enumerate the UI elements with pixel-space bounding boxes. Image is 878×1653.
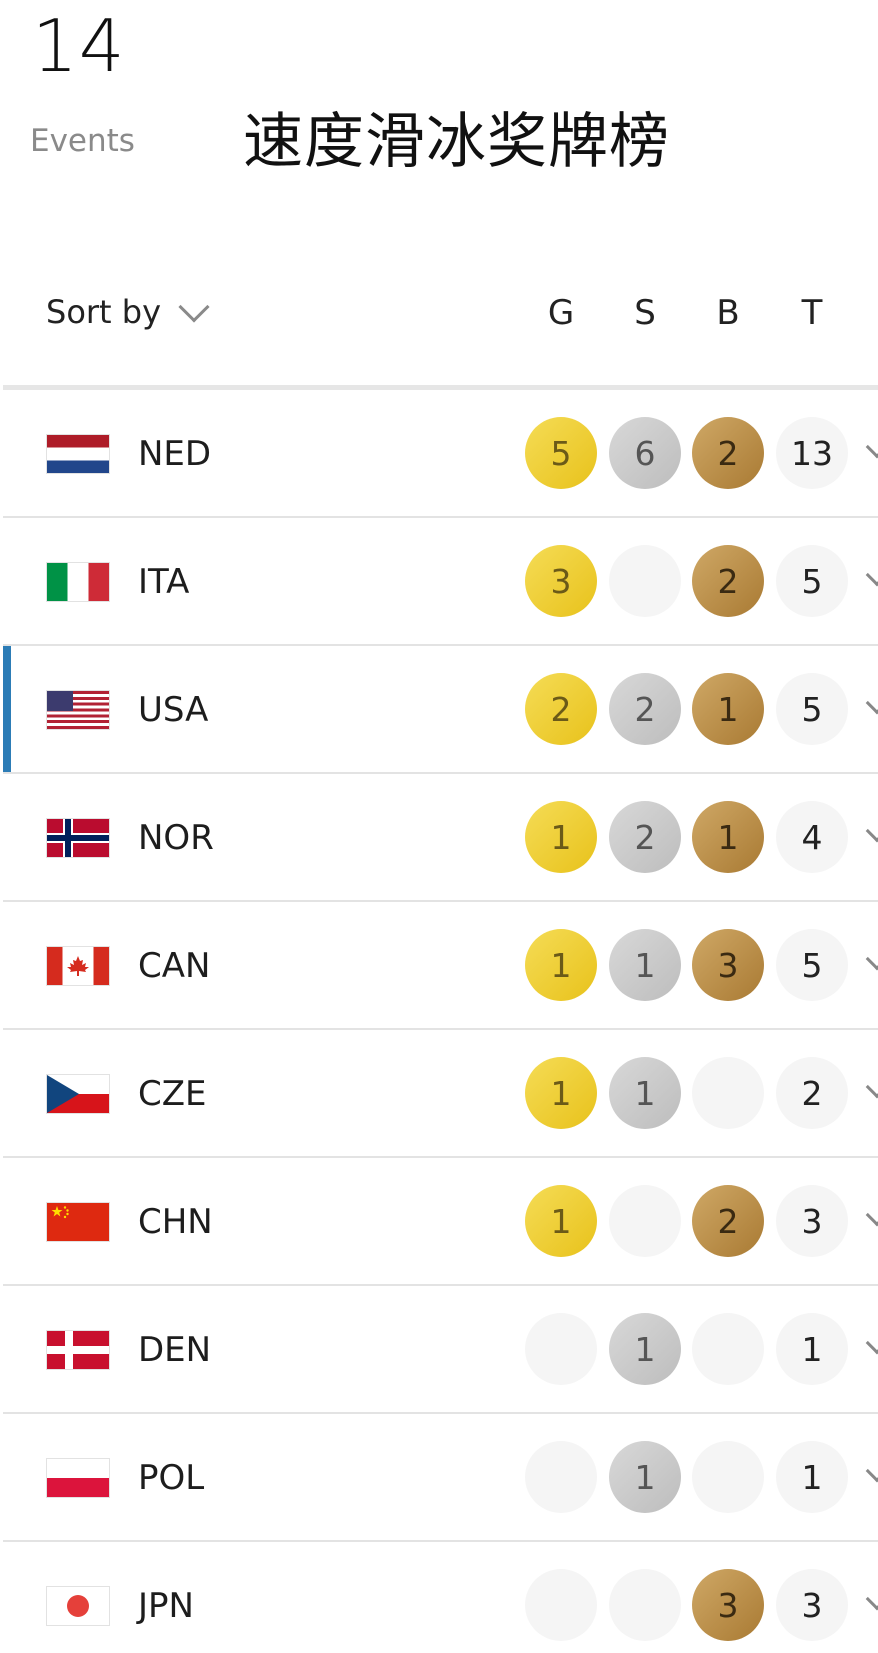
- total-medal-count: 1: [776, 1441, 848, 1513]
- column-header-total[interactable]: T: [801, 293, 823, 333]
- bronze-medal-count: 2: [692, 1185, 764, 1257]
- poland-flag-icon: [47, 1459, 109, 1497]
- expand-chevron-icon[interactable]: [865, 691, 878, 715]
- japan-flag-icon: [47, 1587, 109, 1625]
- header-divider: [3, 385, 878, 390]
- country-code: NED: [138, 434, 212, 474]
- total-medal-count: 13: [776, 417, 848, 489]
- table-row[interactable]: NOR 1 2 1 4: [3, 774, 878, 902]
- country-code: CHN: [138, 1202, 213, 1242]
- gold-medal-count: 1: [525, 801, 597, 873]
- gold-medal-count: 1: [525, 1057, 597, 1129]
- country-code: JPN: [138, 1586, 194, 1626]
- bronze-medal-count: 2: [692, 417, 764, 489]
- italy-flag-icon: [47, 563, 109, 601]
- denmark-flag-icon: [47, 1331, 109, 1369]
- canada-flag-icon: [47, 947, 109, 985]
- total-medal-count: 2: [776, 1057, 848, 1129]
- bronze-medal-count: 1: [692, 673, 764, 745]
- chevron-down-icon: [178, 291, 210, 323]
- gold-medal-count: 5: [525, 417, 597, 489]
- silver-medal-count: [609, 1569, 681, 1641]
- expand-chevron-icon[interactable]: [865, 947, 878, 971]
- bronze-medal-count: 3: [692, 929, 764, 1001]
- gold-medal-count: 1: [525, 929, 597, 1001]
- gold-medal-count: 2: [525, 673, 597, 745]
- column-header-gold[interactable]: G: [547, 293, 575, 333]
- expand-chevron-icon[interactable]: [865, 1459, 878, 1483]
- country-code: NOR: [138, 818, 214, 858]
- gold-medal-count: [525, 1441, 597, 1513]
- total-medal-count: 4: [776, 801, 848, 873]
- silver-medal-count: 1: [609, 1313, 681, 1385]
- silver-medal-count: 1: [609, 1057, 681, 1129]
- total-medal-count: 3: [776, 1569, 848, 1641]
- total-medal-count: 3: [776, 1185, 848, 1257]
- bronze-medal-count: 1: [692, 801, 764, 873]
- gold-medal-count: [525, 1569, 597, 1641]
- country-code: DEN: [138, 1330, 212, 1370]
- expand-chevron-icon[interactable]: [865, 1203, 878, 1227]
- bronze-medal-count: [692, 1313, 764, 1385]
- sort-by-button[interactable]: Sort by: [46, 291, 210, 331]
- total-medal-count: 5: [776, 929, 848, 1001]
- silver-medal-count: [609, 1185, 681, 1257]
- norway-flag-icon: [47, 819, 109, 857]
- table-row[interactable]: CHN 1 2 3: [3, 1158, 878, 1286]
- silver-medal-count: 1: [609, 1441, 681, 1513]
- events-count: 14: [32, 4, 126, 88]
- column-header-bronze[interactable]: B: [716, 293, 740, 333]
- gold-medal-count: 1: [525, 1185, 597, 1257]
- country-code: CZE: [138, 1074, 207, 1114]
- china-flag-icon: [47, 1203, 109, 1241]
- medal-table: NED 5 6 2 13 ITA 3 2 5 USA 2 2 1 5 NOR 1…: [3, 390, 878, 1653]
- page-title: 速度滑冰奖牌榜: [243, 107, 670, 177]
- expand-chevron-icon[interactable]: [865, 1075, 878, 1099]
- table-row-highlighted[interactable]: USA 2 2 1 5: [3, 646, 878, 774]
- total-medal-count: 5: [776, 545, 848, 617]
- bronze-medal-count: [692, 1441, 764, 1513]
- country-code: POL: [138, 1458, 205, 1498]
- gold-medal-count: 3: [525, 545, 597, 617]
- bronze-medal-count: 3: [692, 1569, 764, 1641]
- expand-chevron-icon[interactable]: [865, 563, 878, 587]
- silver-medal-count: [609, 545, 681, 617]
- netherlands-flag-icon: [47, 435, 109, 473]
- country-code: CAN: [138, 946, 211, 986]
- expand-chevron-icon[interactable]: [865, 435, 878, 459]
- total-medal-count: 5: [776, 673, 848, 745]
- gold-medal-count: [525, 1313, 597, 1385]
- czechia-flag-icon: [47, 1075, 109, 1113]
- silver-medal-count: 2: [609, 801, 681, 873]
- events-label: Events: [30, 123, 135, 159]
- expand-chevron-icon[interactable]: [865, 1331, 878, 1355]
- total-medal-count: 1: [776, 1313, 848, 1385]
- country-code: ITA: [138, 562, 190, 602]
- bronze-medal-count: [692, 1057, 764, 1129]
- table-row[interactable]: NED 5 6 2 13: [3, 390, 878, 518]
- silver-medal-count: 2: [609, 673, 681, 745]
- bronze-medal-count: 2: [692, 545, 764, 617]
- table-row[interactable]: JPN 3 3: [3, 1542, 878, 1653]
- expand-chevron-icon[interactable]: [865, 1587, 878, 1611]
- country-code: USA: [138, 690, 209, 730]
- table-row[interactable]: CAN 1 1 3 5: [3, 902, 878, 1030]
- expand-chevron-icon[interactable]: [865, 819, 878, 843]
- silver-medal-count: 6: [609, 417, 681, 489]
- table-row[interactable]: CZE 1 1 2: [3, 1030, 878, 1158]
- column-header-silver[interactable]: S: [634, 293, 656, 333]
- silver-medal-count: 1: [609, 929, 681, 1001]
- table-row[interactable]: DEN 1 1: [3, 1286, 878, 1414]
- table-row[interactable]: ITA 3 2 5: [3, 518, 878, 646]
- table-row[interactable]: POL 1 1: [3, 1414, 878, 1542]
- sort-by-label: Sort by: [46, 293, 162, 331]
- usa-flag-icon: [47, 691, 109, 729]
